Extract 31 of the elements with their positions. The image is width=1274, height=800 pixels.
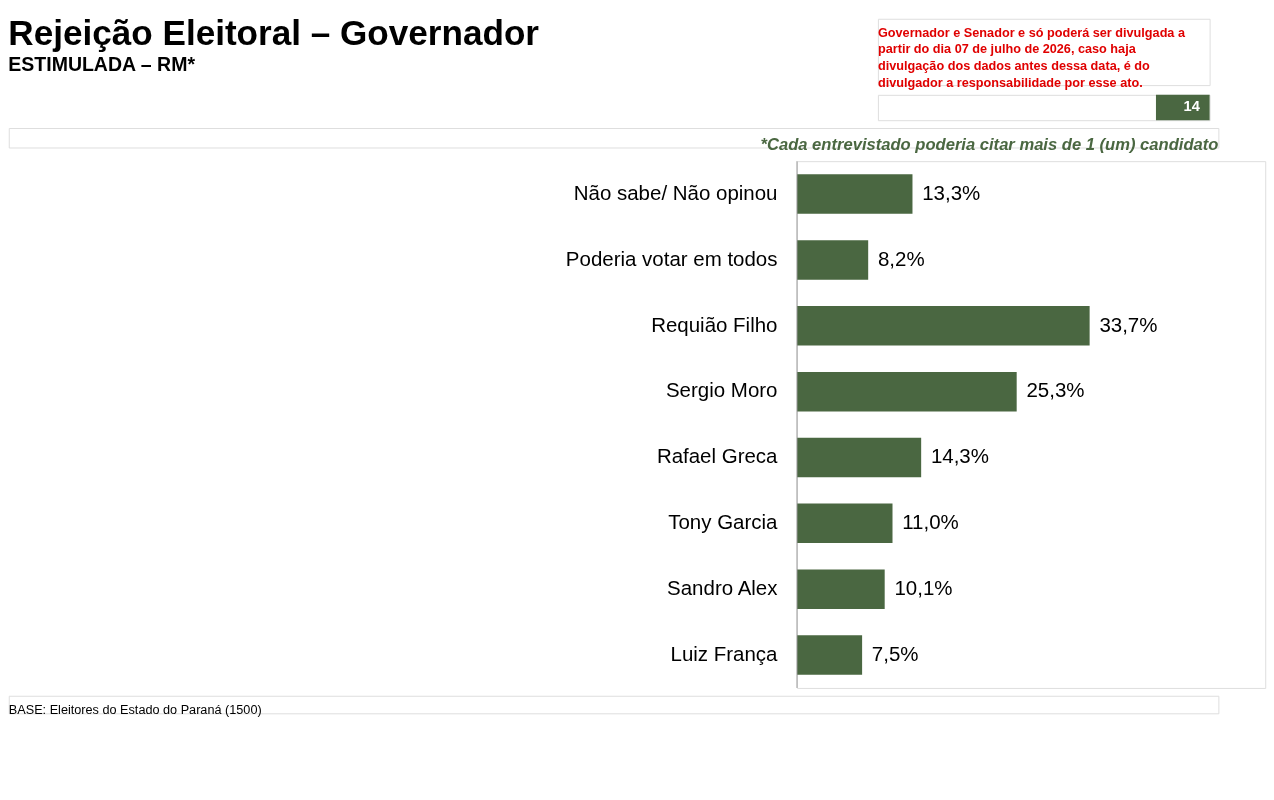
- data-label: 8,2%: [877, 246, 925, 270]
- y-tick-label: Poderia votar em todos: [565, 246, 778, 270]
- data-label: 11,0%: [902, 510, 959, 534]
- y-tick-label: Requião Filho: [651, 312, 778, 336]
- data-label: 7,5%: [871, 641, 919, 665]
- y-tick-label: Rafael Greca: [656, 444, 779, 468]
- text: ESTIMULADA – RM*: [8, 53, 196, 76]
- y-tick-label: Tony Garcia: [668, 510, 779, 534]
- text: Governador e Senador e só poderá ser divulgada a: [877, 25, 1185, 40]
- data-label: 14,3%: [930, 444, 989, 468]
- data-label: 33,7%: [1099, 312, 1158, 336]
- text: partir do dia 07 de julho de 2026, caso haja divulgação dos dados antes dessa data, é do divulgador a responsabilidade por esse ato.: [877, 42, 1150, 90]
- bar: [796, 437, 922, 478]
- text: BASE: Eleitores do Estado do Paraná (1500): [8, 703, 262, 718]
- bar: [796, 635, 863, 675]
- data-label: 13,3%: [922, 180, 981, 204]
- bar: [796, 306, 1090, 346]
- y-tick-label: Luiz França: [670, 641, 779, 665]
- y-tick-label: Sandro Alex: [667, 576, 779, 600]
- text: *Cada entrevistado poderia citar mais de 1 (um) candidato: [760, 135, 1219, 155]
- bar: [796, 569, 885, 609]
- data-label: 25,3%: [1026, 378, 1085, 402]
- y-tick-label: Sergio Moro: [665, 378, 778, 402]
- y-tick-label: Não sabe/ Não opinou: [573, 180, 778, 204]
- data-label: 10,1%: [894, 576, 953, 600]
- bar: [796, 371, 1017, 412]
- bar: [796, 240, 869, 280]
- text: 14: [1183, 98, 1201, 115]
- bar: [796, 503, 893, 544]
- bar: [796, 174, 913, 214]
- text: Rejeição Eleitoral – Governador: [8, 13, 540, 53]
